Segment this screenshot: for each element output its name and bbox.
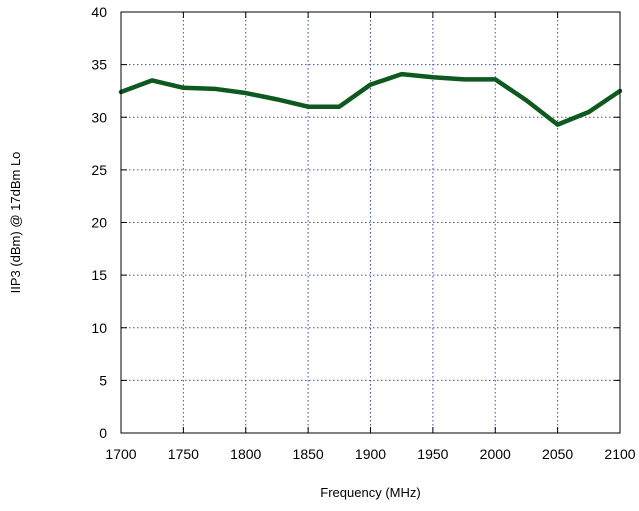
x-tick-label: 2000: [480, 446, 511, 462]
y-tick-label: 35: [91, 57, 107, 73]
x-tick-label: 1850: [293, 446, 324, 462]
series-line-0: [118, 71, 623, 127]
y-tick-label: 40: [91, 4, 107, 20]
y-tick-label: 25: [91, 162, 107, 178]
ticks: 1700 1750 1800 1850 1900 1950 2000 2050 2100 0 5 10…: [91, 4, 635, 462]
y-tick-label: 5: [99, 372, 107, 388]
y-axis-label: IIP3 (dBm) @ 17dBm Lo: [8, 152, 23, 294]
x-tick-label: 1900: [355, 446, 386, 462]
x-tick-label: 2050: [542, 446, 573, 462]
y-tick-label: 15: [91, 267, 107, 283]
x-tick-label: 1800: [230, 446, 261, 462]
series-layer: [118, 71, 623, 127]
y-tick-label: 10: [91, 320, 107, 336]
x-tick-label: 1700: [105, 446, 136, 462]
x-tick-label: 1950: [417, 446, 448, 462]
y-tick-label: 20: [91, 215, 107, 231]
y-tick-label: 0: [99, 425, 107, 441]
y-tick-label: 30: [91, 109, 107, 125]
x-tick-label: 1750: [168, 446, 199, 462]
x-axis-label: Frequency (MHz): [320, 485, 420, 500]
x-tick-label: 2100: [604, 446, 635, 462]
grid: [121, 12, 620, 433]
